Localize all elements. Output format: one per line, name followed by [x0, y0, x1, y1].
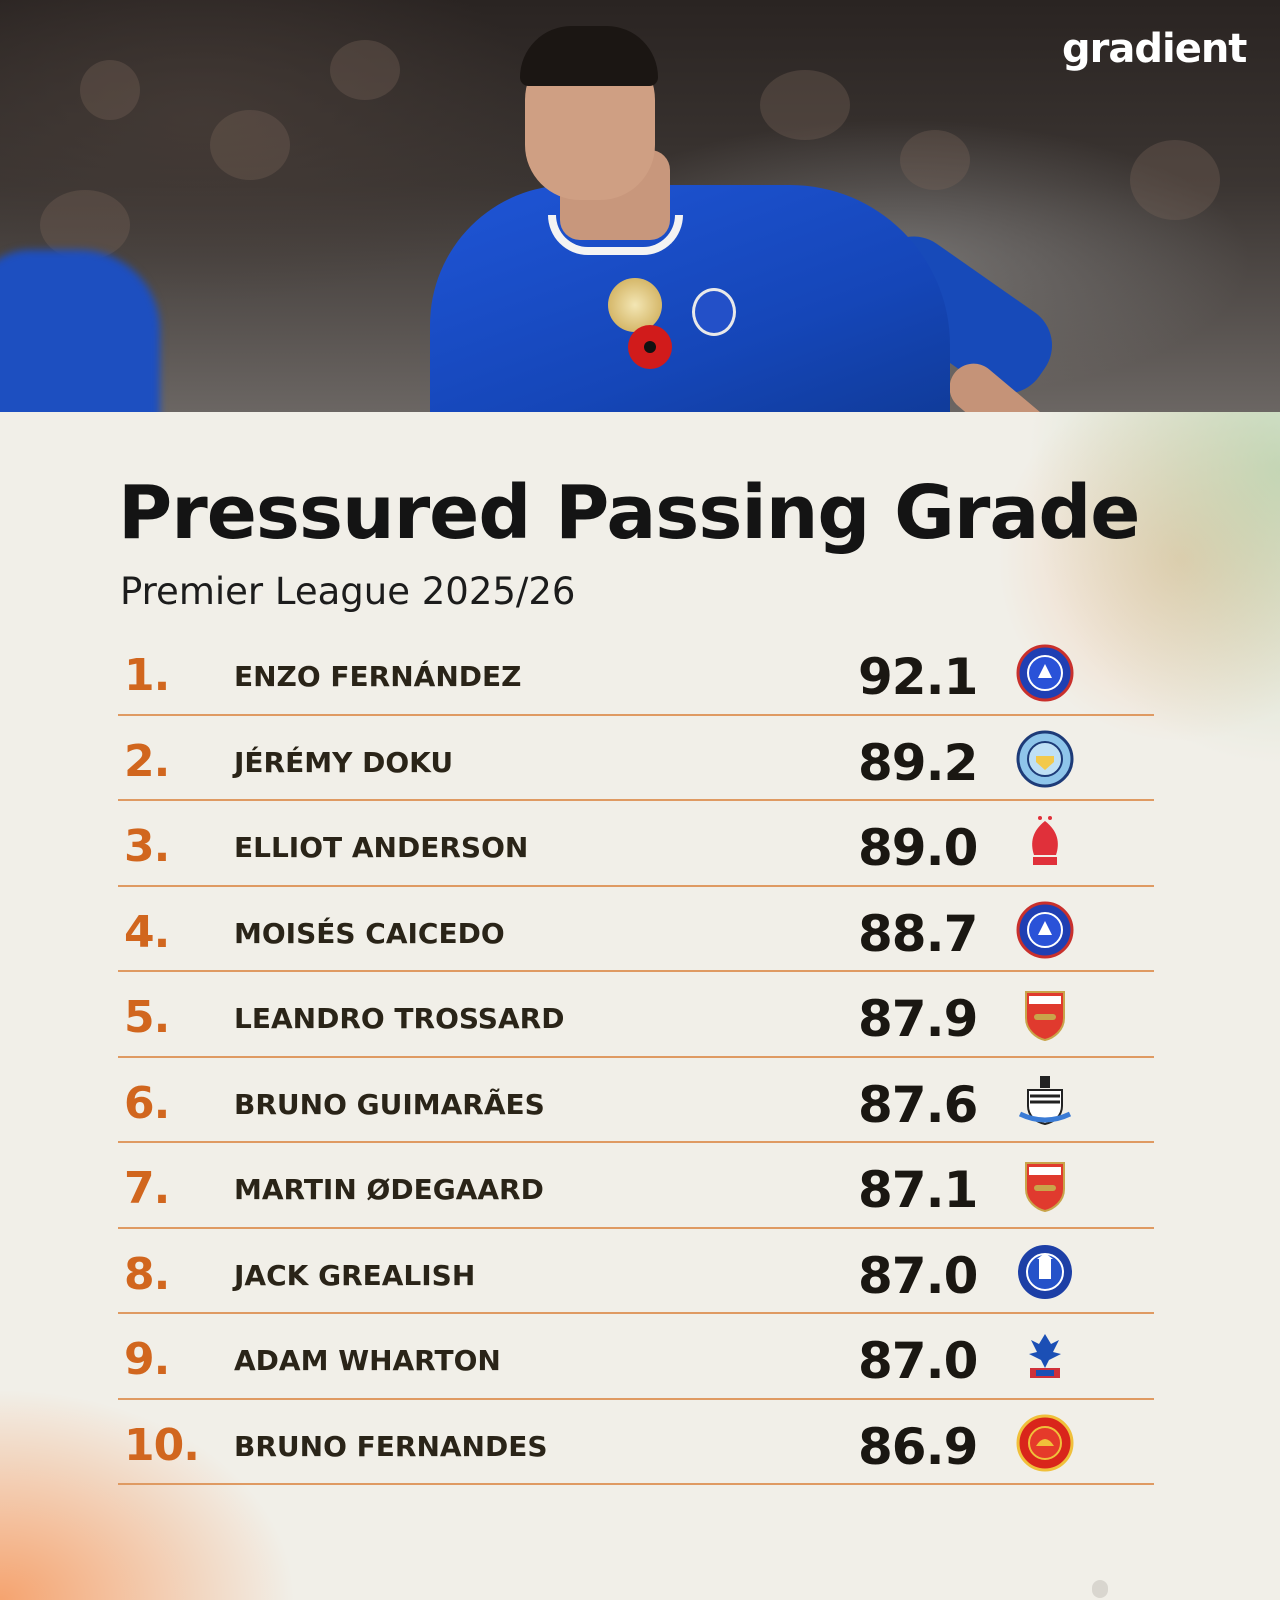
rank-number: 1.	[124, 650, 170, 701]
rank-number: 10.	[124, 1419, 200, 1471]
poppy-icon	[628, 325, 672, 369]
rankings-table: 1. ENZO FERNÁNDEZ 92.1 2. JÉRÉMY DOKU 89.2 3. E…	[118, 630, 1154, 1485]
page-subtitle: Premier League 2025/26	[120, 570, 576, 613]
arsenal-crest-icon	[1016, 1157, 1074, 1215]
rank-number: 3.	[124, 821, 170, 872]
hero-photo	[0, 0, 1280, 412]
passing-grade-score: 87.6	[858, 1075, 978, 1134]
passing-grade-score: 88.7	[858, 904, 978, 963]
rank-number: 8.	[124, 1248, 170, 1300]
rank-number: 6.	[124, 1077, 170, 1129]
passing-grade-score: 89.0	[858, 819, 978, 877]
passing-grade-score: 92.1	[858, 648, 978, 706]
chelsea-crest-icon	[1016, 644, 1074, 702]
passing-grade-score: 87.0	[858, 1246, 978, 1305]
brand-logo: gradient	[1062, 26, 1247, 72]
player-name: BRUNO GUIMARÃES	[234, 1087, 545, 1121]
nottingham-forest-crest-icon	[1016, 815, 1074, 873]
player-name: BRUNO FERNANDES	[234, 1429, 548, 1463]
page-title: Pressured Passing Grade	[118, 470, 1140, 556]
crystal-palace-crest-icon	[1016, 1328, 1074, 1386]
chelsea-shirt-crest-icon	[692, 288, 736, 336]
player-name: ENZO FERNÁNDEZ	[234, 660, 522, 693]
player-name: JACK GREALISH	[234, 1258, 476, 1292]
world-champions-badge-icon	[608, 278, 662, 332]
ranking-row: 10. BRUNO FERNANDES 86.9	[118, 1400, 1154, 1485]
ranking-row: 9. ADAM WHARTON 87.0	[118, 1314, 1154, 1400]
passing-grade-score: 87.0	[858, 1332, 978, 1390]
arsenal-crest-icon	[1016, 986, 1074, 1044]
passing-grade-score: 89.2	[858, 733, 978, 792]
ranking-row: 3. ELLIOT ANDERSON 89.0	[118, 801, 1154, 887]
background-player	[0, 250, 160, 412]
ranking-row: 8. JACK GREALISH 87.0	[118, 1229, 1154, 1314]
passing-grade-score: 87.1	[858, 1161, 978, 1219]
everton-crest-icon	[1016, 1243, 1074, 1301]
ranking-row: 7. MARTIN ØDEGAARD 87.1	[118, 1143, 1154, 1229]
passing-grade-score: 86.9	[858, 1417, 978, 1476]
player-jersey	[430, 185, 950, 412]
rank-number: 2.	[124, 735, 170, 787]
player-name: MOISÉS CAICEDO	[234, 916, 505, 950]
rank-number: 4.	[124, 906, 170, 958]
rank-number: 5.	[124, 992, 170, 1043]
player-name: JÉRÉMY DOKU	[234, 745, 454, 779]
manchester-city-crest-icon	[1016, 730, 1074, 788]
player-name: LEANDRO TROSSARD	[234, 1002, 565, 1035]
ranking-row: 5. LEANDRO TROSSARD 87.9	[118, 972, 1154, 1058]
chelsea-crest-icon	[1016, 901, 1074, 959]
player-name: MARTIN ØDEGAARD	[234, 1173, 544, 1206]
passing-grade-score: 87.9	[858, 990, 978, 1048]
rank-number: 9.	[124, 1334, 170, 1385]
manchester-united-crest-icon	[1016, 1414, 1074, 1472]
ranking-row: 1. ENZO FERNÁNDEZ 92.1	[118, 630, 1154, 716]
player-name: ADAM WHARTON	[234, 1344, 501, 1377]
ranking-row: 4. MOISÉS CAICEDO 88.7	[118, 887, 1154, 972]
ranking-row: 6. BRUNO GUIMARÃES 87.6	[118, 1058, 1154, 1143]
newcastle-crest-icon	[1016, 1072, 1074, 1130]
player-name: ELLIOT ANDERSON	[234, 831, 529, 864]
rank-number: 7.	[124, 1163, 170, 1214]
ranking-row: 2. JÉRÉMY DOKU 89.2	[118, 716, 1154, 801]
scroll-indicator	[1092, 1580, 1108, 1598]
